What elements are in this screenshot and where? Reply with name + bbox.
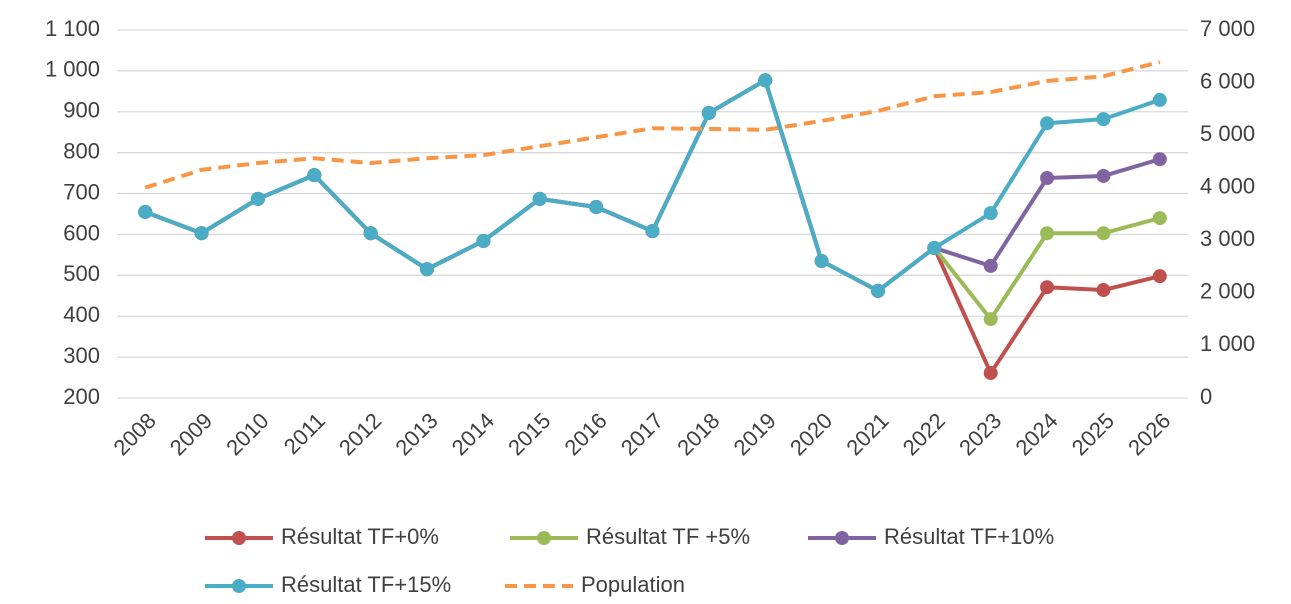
marker — [645, 224, 660, 239]
marker — [1152, 92, 1167, 107]
marker — [250, 191, 265, 206]
marker — [1096, 226, 1111, 241]
y-tick-label: 400 — [63, 302, 100, 327]
y2-tick-label: 1 000 — [1200, 331, 1255, 356]
y2-tick-label: 5 000 — [1200, 121, 1255, 146]
x-tick-label: 2014 — [447, 408, 499, 460]
y-tick-label: 200 — [63, 384, 100, 409]
x-tick-label: 2017 — [616, 408, 668, 460]
y-tick-label: 500 — [63, 261, 100, 286]
marker — [870, 283, 885, 298]
legend-label: Résultat TF+15% — [281, 572, 451, 597]
x-tick-label: 2015 — [503, 408, 555, 460]
x-tick-label: 2009 — [165, 408, 217, 460]
legend-label: Résultat TF +5% — [586, 524, 750, 549]
legend-marker — [537, 531, 551, 545]
x-tick-label: 2023 — [954, 408, 1006, 460]
y2-tick-label: 4 000 — [1200, 174, 1255, 199]
x-tick-label: 2021 — [841, 408, 893, 460]
y-tick-label: 1 100 — [45, 16, 100, 41]
y-tick-label: 1 000 — [45, 57, 100, 82]
x-tick-label: 2026 — [1123, 408, 1175, 460]
marker — [476, 233, 491, 248]
legend-label: Population — [581, 572, 685, 597]
x-tick-label: 2011 — [279, 408, 330, 459]
marker — [701, 106, 716, 121]
y-tick-label: 800 — [63, 138, 100, 163]
marker — [532, 191, 547, 206]
marker — [307, 168, 322, 183]
legend-marker — [835, 531, 849, 545]
x-tick-label: 2012 — [334, 408, 386, 460]
marker — [1152, 152, 1167, 167]
legend-marker — [232, 579, 246, 593]
marker — [758, 73, 773, 88]
marker — [1040, 116, 1055, 131]
marker — [1040, 171, 1055, 186]
marker — [983, 312, 998, 327]
x-tick-label: 2008 — [109, 408, 161, 460]
legend-label: Résultat TF+0% — [281, 524, 439, 549]
y-tick-label: 700 — [63, 179, 100, 204]
marker — [1152, 269, 1167, 284]
marker — [983, 206, 998, 221]
legend-label: Résultat TF+10% — [884, 524, 1054, 549]
marker — [1096, 168, 1111, 183]
y-tick-label: 900 — [63, 98, 100, 123]
x-tick-label: 2024 — [1010, 408, 1062, 460]
marker — [1152, 211, 1167, 226]
marker — [927, 240, 942, 255]
y2-tick-label: 7 000 — [1200, 16, 1255, 41]
y2-tick-label: 0 — [1200, 384, 1212, 409]
marker — [363, 226, 378, 241]
marker — [814, 254, 829, 269]
x-tick-label: 2016 — [559, 408, 611, 460]
x-tick-label: 2013 — [390, 408, 442, 460]
marker — [983, 366, 998, 381]
marker — [420, 262, 435, 277]
y-tick-label: 600 — [63, 220, 100, 245]
y2-tick-label: 2 000 — [1200, 279, 1255, 304]
marker — [589, 200, 604, 215]
y-tick-label: 300 — [63, 343, 100, 368]
marker — [1040, 226, 1055, 241]
x-tick-label: 2025 — [1067, 408, 1119, 460]
legend-marker — [232, 531, 246, 545]
x-tick-label: 2020 — [785, 408, 837, 460]
marker — [983, 258, 998, 273]
y2-tick-label: 3 000 — [1200, 226, 1255, 251]
y2-tick-label: 6 000 — [1200, 68, 1255, 93]
marker — [1096, 283, 1111, 298]
series-line — [144, 78, 1161, 322]
x-tick-label: 2019 — [729, 408, 781, 460]
x-tick-label: 2010 — [221, 408, 273, 460]
marker — [1096, 112, 1111, 127]
marker — [1040, 280, 1055, 295]
x-tick-label: 2022 — [898, 408, 950, 460]
series-line — [144, 60, 1161, 190]
marker — [138, 204, 153, 219]
x-tick-label: 2018 — [672, 408, 724, 460]
marker — [194, 226, 209, 241]
